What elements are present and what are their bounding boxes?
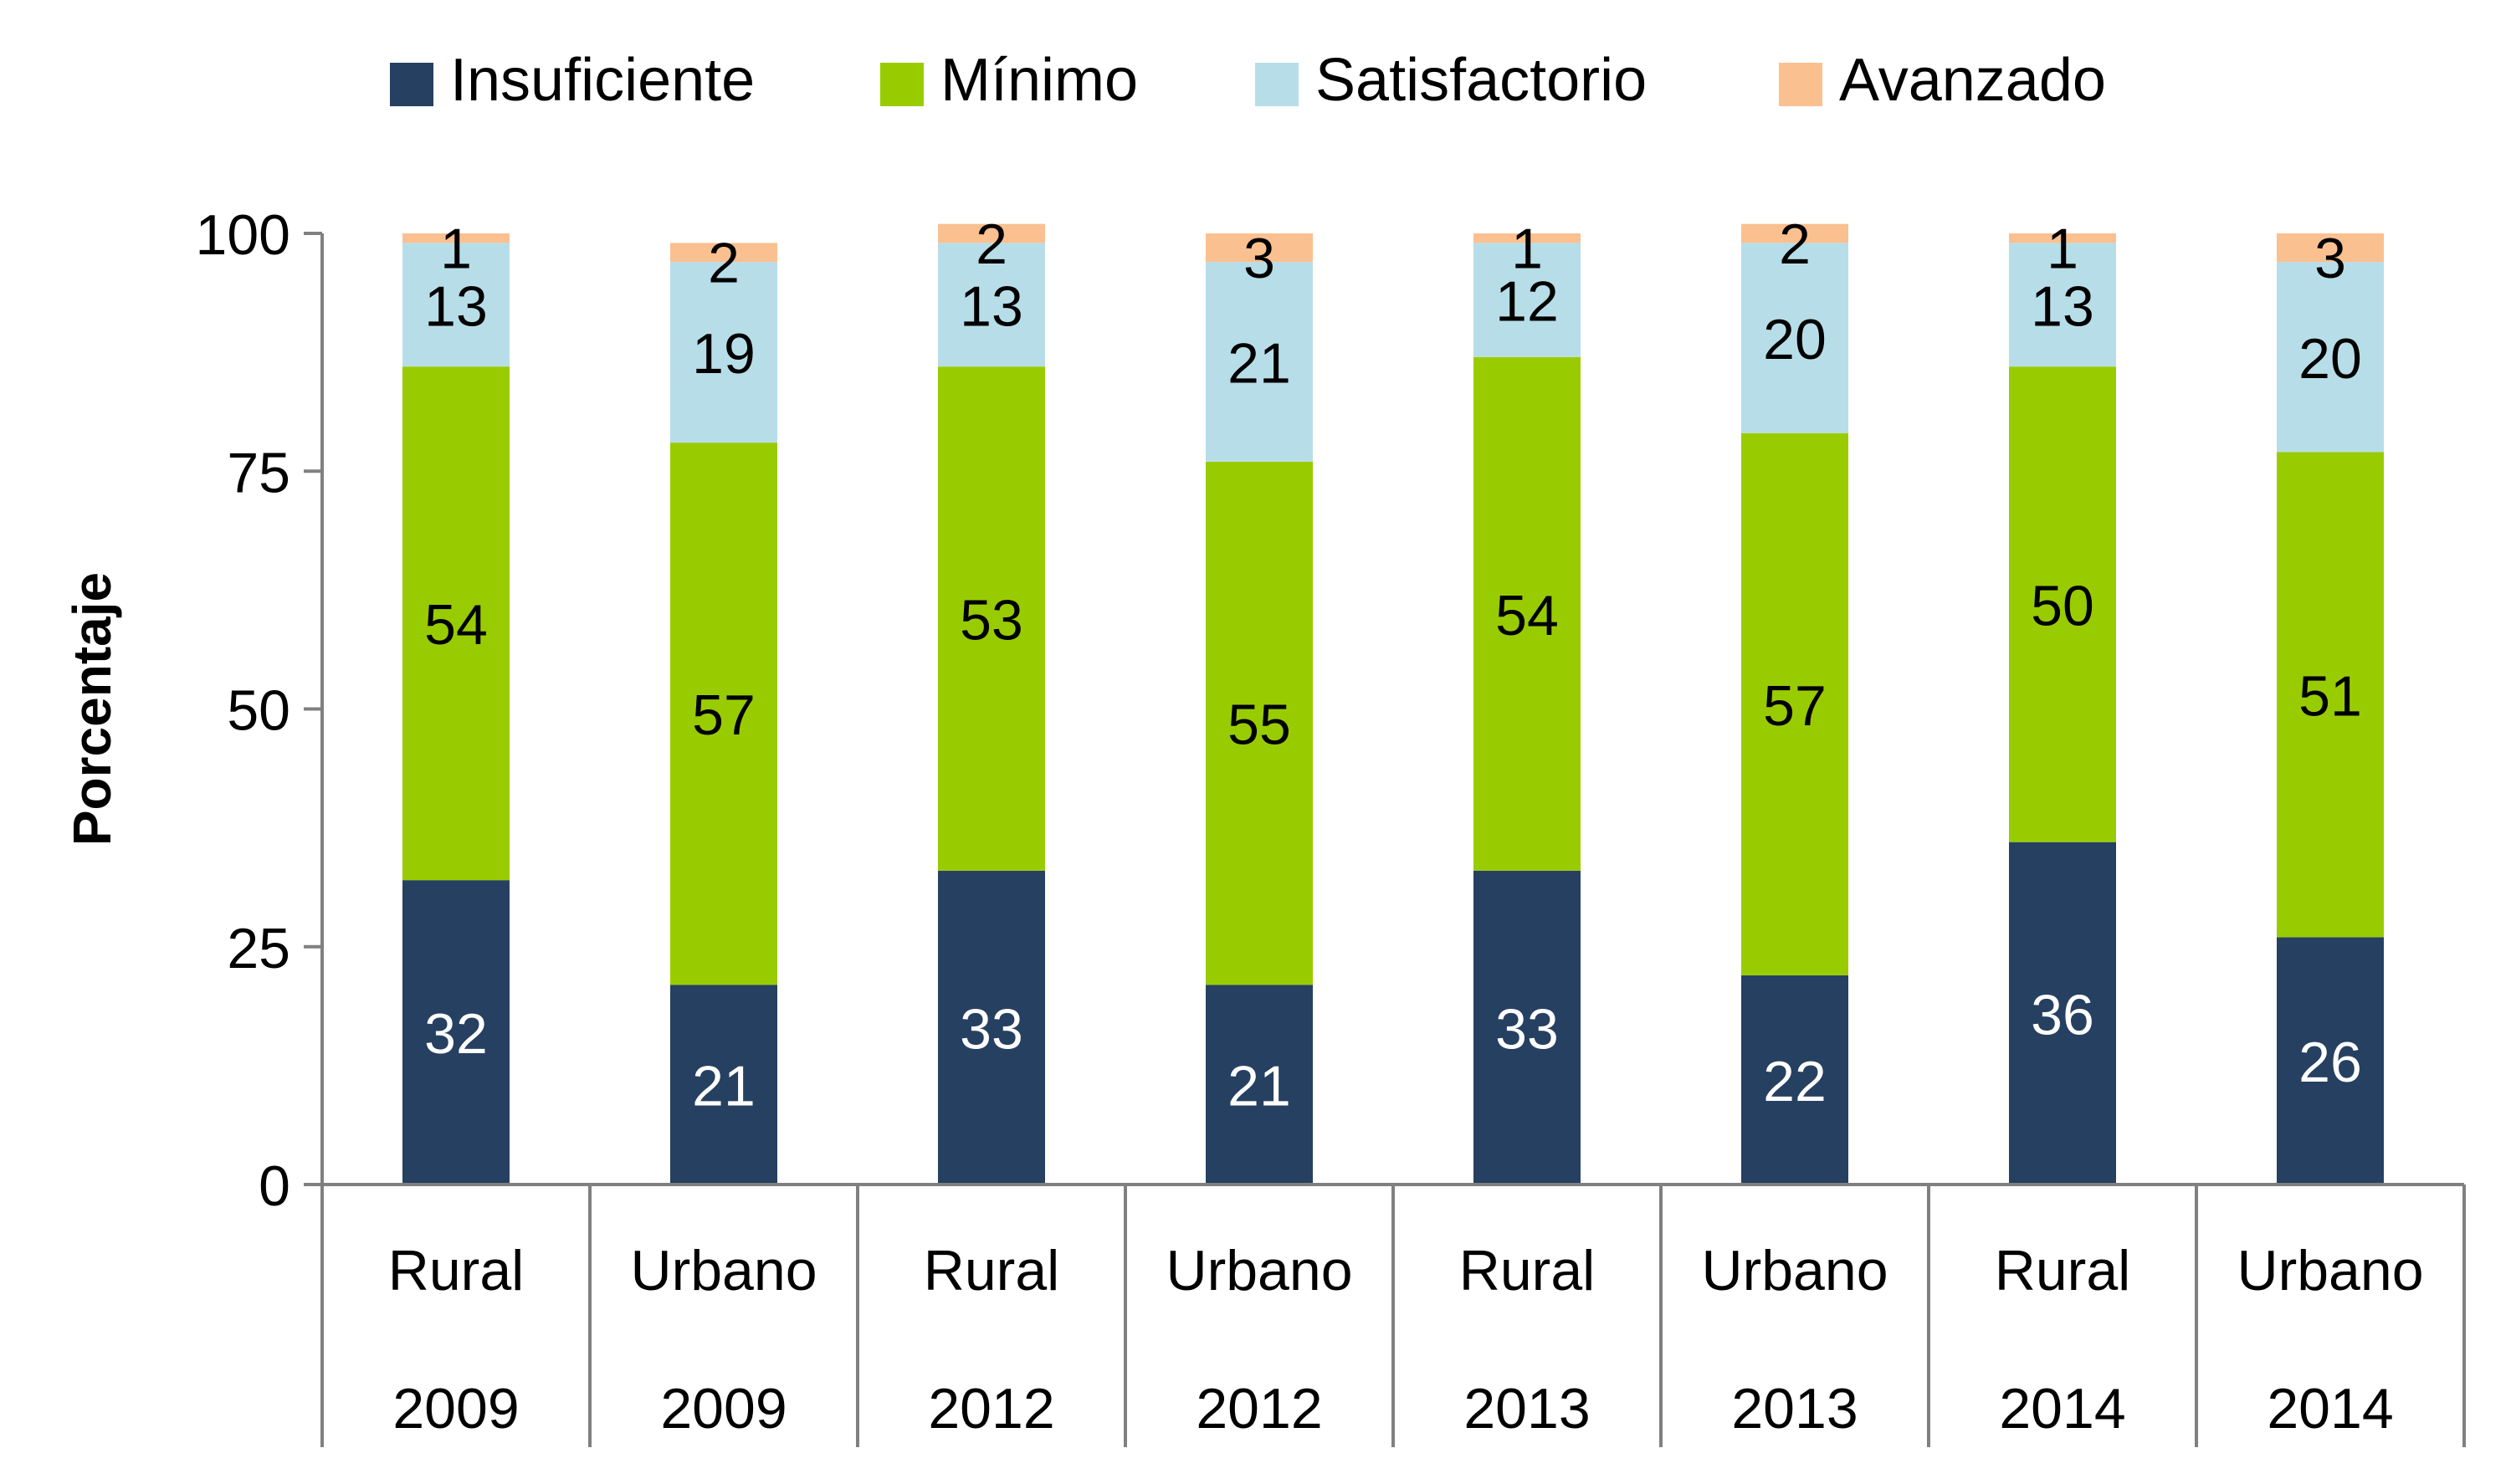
data-label-avanzado-rural-2012: 2 [976,212,1007,276]
data-label-satisfactorio-rural-2013: 12 [1495,270,1559,334]
x-label-area-urbano-2009: Urbano [630,1239,817,1302]
bar-insuficiente-rural-2013 [1473,870,1581,1185]
y-tick-label-75: 75 [227,441,290,504]
bar-insuficiente-urbano-2012 [1206,985,1313,1185]
data-label-insuficiente-rural-2009: 32 [424,1002,488,1066]
bar-insuficiente-urbano-2014 [2277,937,2384,1185]
x-label-year-urbano-2009: 2009 [660,1377,787,1441]
x-label-year-urbano-2013: 2013 [1731,1377,1858,1441]
data-label-avanzado-urbano-2013: 2 [1779,212,1811,276]
legend-label-avanzado: Avanzado [1839,47,2106,114]
legend-swatch-satisfactorio [1255,63,1299,106]
bar-avanzado-rural-2012 [938,223,1045,243]
x-label-year-urbano-2014: 2014 [2267,1377,2393,1441]
bar-avanzado-urbano-2014 [2277,233,2384,263]
bar-avanzado-rural-2009 [402,233,510,243]
data-label-satisfactorio-urbano-2013: 20 [1763,308,1827,371]
bar-avanzado-urbano-2009 [670,243,777,263]
data-label-mínimo-urbano-2013: 57 [1763,674,1827,738]
data-label-insuficiente-rural-2012: 33 [960,997,1023,1061]
data-label-satisfactorio-urbano-2012: 21 [1227,331,1291,395]
legend-label-insuficiente: Insuficiente [450,47,755,114]
data-label-mínimo-rural-2009: 54 [424,593,488,657]
bar-satisfactorio-rural-2013 [1473,243,1581,357]
data-label-insuficiente-urbano-2014: 26 [2298,1031,2362,1094]
y-tick-label-25: 25 [227,917,290,980]
bar-insuficiente-rural-2012 [938,870,1045,1185]
bar-satisfactorio-urbano-2012 [1206,262,1313,462]
y-tick-label-50: 50 [227,679,290,743]
bar-mínimo-rural-2013 [1473,356,1581,871]
data-label-mínimo-rural-2012: 53 [960,588,1023,652]
data-label-insuficiente-rural-2013: 33 [1495,997,1559,1061]
data-label-satisfactorio-rural-2012: 13 [960,274,1023,338]
data-label-avanzado-urbano-2009: 2 [708,232,740,295]
bar-insuficiente-rural-2014 [2009,842,2116,1185]
bar-avanzado-rural-2014 [2009,233,2116,243]
x-label-area-rural-2013: Rural [1459,1239,1596,1302]
data-label-satisfactorio-urbano-2014: 20 [2298,327,2362,391]
bar-avanzado-urbano-2012 [1206,233,1313,263]
data-label-mínimo-rural-2013: 54 [1495,584,1559,647]
x-label-area-rural-2012: Rural [924,1239,1060,1302]
data-label-avanzado-rural-2014: 1 [2047,217,2078,281]
legend-swatch-avanzado [1779,63,1822,106]
bar-avanzado-rural-2013 [1473,233,1581,243]
bar-insuficiente-rural-2009 [402,880,510,1185]
x-label-year-rural-2012: 2012 [928,1377,1054,1441]
legend-swatch-insuficiente [390,63,433,106]
data-label-avanzado-urbano-2012: 3 [1243,227,1275,290]
bar-insuficiente-urbano-2009 [670,985,777,1185]
bar-mínimo-rural-2014 [2009,366,2116,842]
bar-mínimo-urbano-2013 [1741,432,1848,975]
data-label-insuficiente-urbano-2009: 21 [692,1055,756,1118]
x-label-year-urbano-2012: 2012 [1196,1377,1322,1441]
data-label-satisfactorio-rural-2009: 13 [424,274,488,338]
bar-satisfactorio-rural-2012 [938,243,1045,367]
data-label-insuficiente-urbano-2012: 21 [1227,1055,1291,1118]
y-axis-title: Porcentaje [62,572,122,846]
bar-mínimo-rural-2009 [402,366,510,881]
x-label-area-rural-2014: Rural [1995,1239,2131,1302]
bar-mínimo-urbano-2012 [1206,461,1313,985]
bar-avanzado-urbano-2013 [1741,223,1848,243]
bar-satisfactorio-urbano-2009 [670,262,777,443]
bar-mínimo-urbano-2014 [2277,452,2384,938]
legend-label-satisfactorio: Satisfactorio [1315,47,1647,114]
bar-satisfactorio-urbano-2013 [1741,243,1848,433]
legend-label-mínimo: Mínimo [940,47,1138,114]
data-label-avanzado-urbano-2014: 3 [2314,227,2346,290]
x-label-year-rural-2009: 2009 [392,1377,519,1441]
legend-swatch-mínimo [880,63,924,106]
bar-insuficiente-urbano-2013 [1741,975,1848,1185]
data-label-insuficiente-urbano-2013: 22 [1763,1050,1827,1113]
bar-satisfactorio-rural-2014 [2009,243,2116,367]
bar-mínimo-urbano-2009 [670,443,777,985]
x-label-area-urbano-2013: Urbano [1701,1239,1888,1302]
bar-satisfactorio-urbano-2014 [2277,262,2384,453]
x-label-year-rural-2013: 2013 [1463,1377,1590,1441]
y-tick-label-100: 100 [196,203,290,267]
bar-mínimo-rural-2012 [938,366,1045,871]
bar-satisfactorio-rural-2009 [402,243,510,367]
x-label-area-urbano-2014: Urbano [2237,1239,2423,1302]
data-label-insuficiente-rural-2014: 36 [2031,983,2094,1046]
data-label-mínimo-urbano-2012: 55 [1227,693,1291,757]
y-tick-label-0: 0 [259,1154,290,1218]
data-label-satisfactorio-rural-2014: 13 [2031,274,2094,338]
data-label-avanzado-rural-2009: 1 [440,217,472,281]
data-label-satisfactorio-urbano-2009: 19 [692,322,756,386]
x-label-area-rural-2009: Rural [388,1239,525,1302]
data-label-avanzado-rural-2013: 1 [1511,217,1543,281]
x-label-year-rural-2014: 2014 [1999,1377,2125,1441]
data-label-mínimo-rural-2014: 50 [2031,574,2094,637]
data-label-mínimo-urbano-2009: 57 [692,683,756,747]
data-label-mínimo-urbano-2014: 51 [2298,664,2362,728]
x-label-area-urbano-2012: Urbano [1166,1239,1352,1302]
